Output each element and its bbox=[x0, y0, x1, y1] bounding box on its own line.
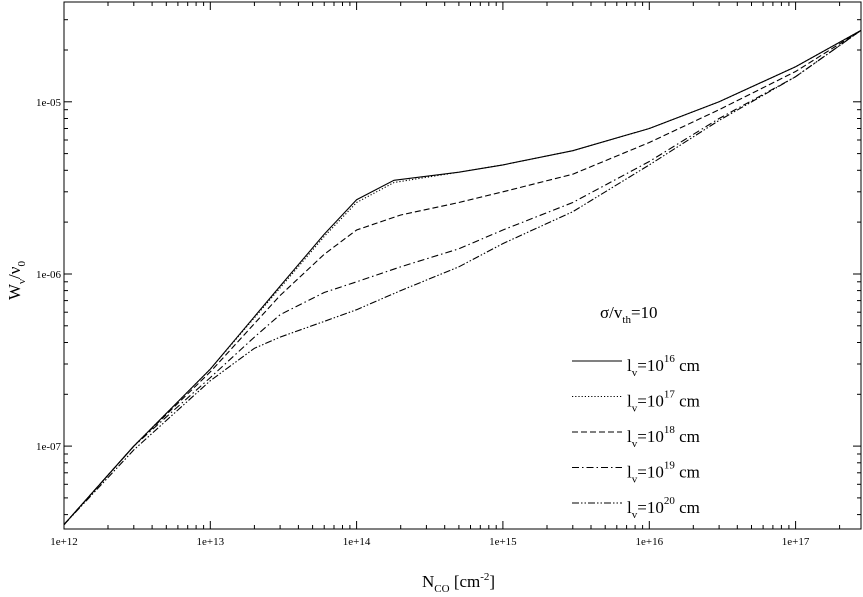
legend: lv=1016 cm lv=1017 cm lv=1018 cm lv=1019 cm… bbox=[572, 353, 700, 521]
y-axis-title-mid: /ν bbox=[5, 266, 24, 279]
annotation-rest: =10 bbox=[631, 303, 658, 322]
x-axis-title-sub: CO bbox=[434, 583, 449, 595]
y-axis-title-sub1: ν bbox=[16, 279, 28, 284]
legend-label-1: lv=1016 cm bbox=[627, 353, 700, 379]
x-axis-title-sup: -2 bbox=[480, 571, 489, 583]
series-line-3 bbox=[63, 29, 862, 525]
series-line-1 bbox=[63, 29, 862, 525]
legend-item-5: lv=1020 cm bbox=[572, 495, 700, 521]
x-tick-label: 1e+14 bbox=[343, 536, 371, 548]
y-tick-label: 1e-07 bbox=[36, 441, 62, 453]
y-axis-title-sub2: 0 bbox=[16, 261, 28, 267]
legend-label-2: lv=1017 cm bbox=[627, 389, 700, 415]
x-axis-title: NCO [cm-2] bbox=[422, 571, 495, 595]
y-tick-label: 1e-05 bbox=[36, 97, 62, 109]
legend-label-5: lv=1020 cm bbox=[627, 495, 700, 521]
legend-item-1: lv=1016 cm bbox=[572, 353, 700, 379]
y-axis-title-main: W bbox=[5, 283, 24, 300]
legend-label-3: lv=1018 cm bbox=[627, 424, 700, 450]
legend-item-3: lv=1018 cm bbox=[572, 424, 700, 450]
series-line-2 bbox=[63, 29, 862, 525]
x-tick-label: 1e+15 bbox=[489, 536, 517, 548]
annotation-main: σ/v bbox=[600, 303, 623, 322]
x-tick-label: 1e+13 bbox=[197, 536, 225, 548]
series-line-4 bbox=[63, 29, 862, 525]
series-line-5 bbox=[63, 29, 862, 525]
plot-frame bbox=[63, 1, 862, 530]
x-tick-label: 1e+17 bbox=[782, 536, 810, 548]
tick-labels-layer: 1e+12 1e+13 1e+14 1e+15 1e+16 1e+17 1e-07 1e-06… bbox=[36, 97, 810, 548]
x-axis-title-main: N bbox=[422, 572, 434, 591]
x-axis-title-rest: [cm bbox=[450, 572, 481, 591]
y-axis-title: Wν/ν0 bbox=[5, 261, 28, 300]
y-tick-label: 1e-06 bbox=[36, 269, 62, 281]
annotation-sub: th bbox=[622, 314, 631, 326]
legend-item-4: lv=1019 cm bbox=[572, 460, 700, 486]
x-tick-label: 1e+16 bbox=[636, 536, 664, 548]
chart-annotation: σ/vth=10 bbox=[600, 303, 658, 326]
legend-label-4: lv=1019 cm bbox=[627, 460, 700, 486]
curves-layer bbox=[63, 29, 862, 525]
legend-item-2: lv=1017 cm bbox=[572, 389, 700, 415]
x-tick-label: 1e+12 bbox=[50, 536, 78, 548]
x-axis-title-end: ] bbox=[489, 572, 495, 591]
